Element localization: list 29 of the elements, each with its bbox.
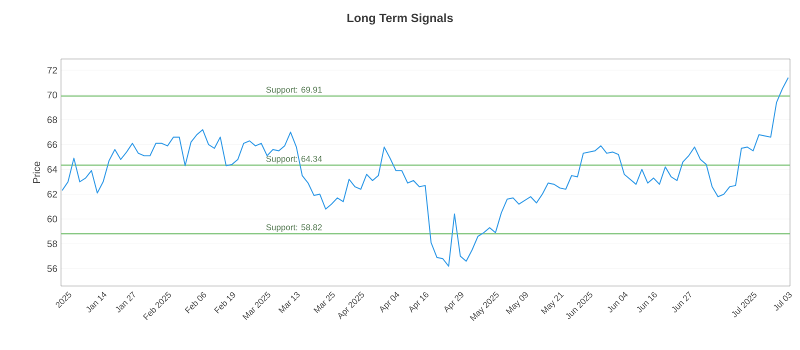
x-tick-label: May 09 [506,292,528,314]
y-tick-label: 68 [47,116,58,124]
x-tick-label: May 21 [540,292,564,314]
ref-line-label: Support: 64.34 [266,156,322,164]
y-tick-label: 62 [47,190,58,198]
x-tick-label: Mar 13 [278,292,300,314]
x-tick-label: Feb 06 [184,292,206,314]
x-tick-label: Mar 25 [313,292,335,314]
y-tick-label: 72 [47,66,58,74]
x-tick-label: Jan 27 [116,291,135,312]
x-tick-label: Jun 04 [608,292,628,312]
ref-line-label: Support: 58.82 [266,224,322,232]
x-tick-label: Apr 29 [444,292,464,313]
y-tick-label: 56 [47,265,58,272]
x-tick-label: Jun 27 [672,291,692,312]
y-tick-label: 64 [47,166,58,173]
y-tick-label: 60 [47,216,58,222]
y-tick-label: 66 [47,141,58,148]
y-axis-title: Price [32,162,40,184]
x-tick-label: Jul 03 [774,292,792,311]
x-tick-label: Apr 16 [409,292,428,313]
x-tick-label: Jan 14 [86,292,107,312]
y-tick-label: 70 [47,92,58,98]
x-tick-label: Feb 19 [214,292,236,314]
chart-title: Long Term Signals [347,13,453,25]
x-tick-label: Apr 04 [380,292,400,313]
ref-line-label: Support: 69.91 [266,86,322,94]
y-tick-label: 58 [47,240,58,248]
x-tick-label: Jun 16 [636,292,657,312]
